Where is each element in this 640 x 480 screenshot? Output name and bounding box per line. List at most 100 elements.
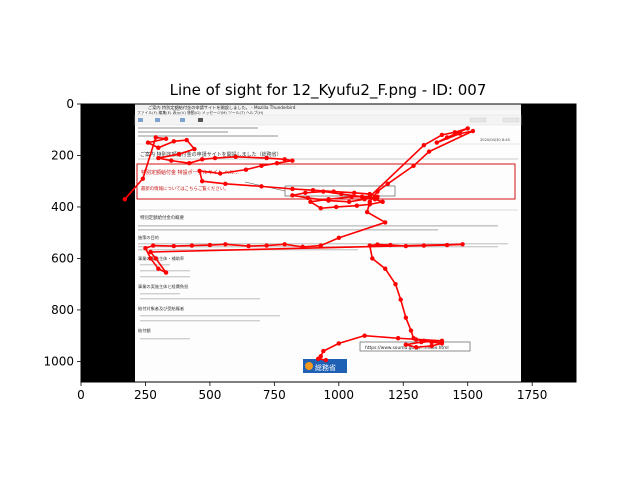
gaze-point bbox=[457, 131, 463, 136]
item-2: 事業の実施主体・補助率 bbox=[138, 255, 184, 262]
gaze-segment bbox=[428, 130, 474, 153]
gaze-point bbox=[352, 190, 357, 196]
gaze-point bbox=[274, 161, 280, 166]
y-axis: 0 200 400 600 800 1000 bbox=[43, 97, 81, 368]
gaze-point bbox=[346, 199, 352, 205]
gaze-segment bbox=[173, 244, 192, 247]
gaze-segment bbox=[354, 192, 370, 195]
gaze-point bbox=[336, 341, 342, 346]
url-text: https://www.soumu.go.jp/...index.html bbox=[365, 345, 449, 351]
gaze-segment bbox=[178, 148, 195, 155]
gaze-point bbox=[150, 243, 156, 248]
gaze-point bbox=[197, 168, 202, 174]
box-line-1: 特別定額給付金 特設ポータルサイト ヘル... bbox=[141, 169, 239, 176]
gaze-segment bbox=[310, 198, 329, 203]
gaze-point bbox=[385, 181, 390, 186]
gaze-point bbox=[143, 245, 148, 251]
box-line-2: 最新の情報についてはこちらご覧ください。 bbox=[141, 185, 229, 192]
gaze-point bbox=[148, 256, 153, 261]
gaze-point bbox=[364, 209, 370, 215]
gaze-point bbox=[163, 270, 169, 275]
x-tick-label: 1250 bbox=[388, 388, 419, 402]
gaze-point bbox=[148, 249, 153, 255]
gaze-segment bbox=[215, 155, 236, 159]
message-date: 2020/04/30 8:45 bbox=[480, 138, 510, 142]
gaze-segment bbox=[320, 237, 340, 247]
item-3: 事業の実施主体と経費負担 bbox=[138, 283, 188, 290]
gaze-segment bbox=[209, 243, 226, 246]
gaze-segment bbox=[266, 157, 285, 161]
gaze-point bbox=[398, 297, 403, 302]
gaze-point bbox=[153, 135, 158, 140]
gaze-point bbox=[156, 266, 161, 271]
gaze-point bbox=[184, 137, 189, 143]
gaze-point bbox=[426, 149, 432, 154]
gaze-segment bbox=[220, 168, 247, 175]
gaze-point bbox=[375, 189, 380, 194]
gaze-point bbox=[383, 220, 388, 225]
gaze-point bbox=[282, 242, 287, 247]
gaze-point bbox=[156, 155, 161, 161]
gaze-point bbox=[413, 345, 419, 350]
gaze-segment bbox=[235, 155, 267, 159]
plot-area: ご案内 特別定額給付金の申請サイトを開設しました。 - Mozilla Thun… bbox=[80, 103, 577, 383]
gaze-segment bbox=[423, 134, 443, 146]
gaze-point bbox=[199, 179, 205, 184]
gaze-point bbox=[199, 157, 205, 162]
y-tick-label: 200 bbox=[51, 148, 74, 162]
gaze-segment bbox=[371, 257, 386, 270]
page-headline: ご案内 特別定額給付金の申請サイトを開設しました（総務省） bbox=[140, 151, 282, 158]
gaze-point bbox=[370, 256, 375, 261]
gaze-point bbox=[388, 242, 393, 248]
gaze-point bbox=[315, 356, 321, 362]
gaze-segment bbox=[225, 243, 249, 247]
gaze-point bbox=[300, 244, 305, 250]
gaze-point bbox=[421, 243, 427, 248]
x-axis: 0 250 500 750 1000 1250 1500 1750 bbox=[77, 382, 547, 402]
gaze-segment bbox=[142, 137, 157, 179]
gaze-point bbox=[156, 145, 161, 150]
gaze-segment bbox=[336, 204, 357, 208]
gaze-point bbox=[169, 158, 174, 163]
gaze-point bbox=[334, 204, 339, 210]
gaze-segment bbox=[405, 317, 412, 331]
y-tick-label: 1000 bbox=[43, 354, 74, 368]
gaze-point bbox=[444, 135, 450, 140]
gaze-layer bbox=[122, 126, 476, 363]
gaze-point bbox=[246, 243, 251, 249]
gaze-segment bbox=[333, 190, 355, 194]
gaze-point bbox=[367, 243, 372, 248]
y-tick-label: 400 bbox=[51, 200, 74, 214]
gaze-point bbox=[259, 184, 264, 189]
gaze-segment bbox=[266, 243, 285, 247]
gaze-point bbox=[413, 337, 419, 342]
gaze-segment bbox=[158, 140, 175, 149]
gaze-point bbox=[403, 342, 409, 347]
gaze-segment bbox=[245, 165, 262, 171]
gaze-point bbox=[439, 132, 445, 138]
gaze-point bbox=[375, 242, 380, 247]
gaze-point bbox=[176, 151, 182, 157]
gaze-segment bbox=[338, 221, 386, 239]
gaze-point bbox=[223, 242, 228, 247]
gaze-point bbox=[318, 243, 323, 248]
x-tick-label: 1500 bbox=[452, 388, 483, 402]
gaze-point bbox=[321, 189, 326, 194]
gaze-segment bbox=[446, 127, 469, 139]
gaze-segment bbox=[292, 194, 309, 199]
gaze-point bbox=[192, 146, 197, 152]
gaze-segment bbox=[398, 337, 442, 342]
menu-bar: ファイル(F) 編集(E) 表示(V) 移動(G) メッセージ(M) ツール(T… bbox=[137, 110, 264, 115]
gaze-point bbox=[359, 194, 365, 199]
gaze-segment bbox=[413, 151, 430, 167]
gaze-point bbox=[264, 155, 269, 161]
gaze-segment bbox=[366, 211, 386, 224]
gaze-segment bbox=[405, 341, 422, 346]
gaze-segment bbox=[248, 244, 267, 247]
gaze-segment bbox=[158, 153, 180, 159]
axes-frame bbox=[80, 103, 577, 383]
logo-text: 総務省 bbox=[315, 363, 336, 372]
gaze-point bbox=[218, 171, 223, 176]
item-1: 施策の目的 bbox=[138, 234, 159, 241]
